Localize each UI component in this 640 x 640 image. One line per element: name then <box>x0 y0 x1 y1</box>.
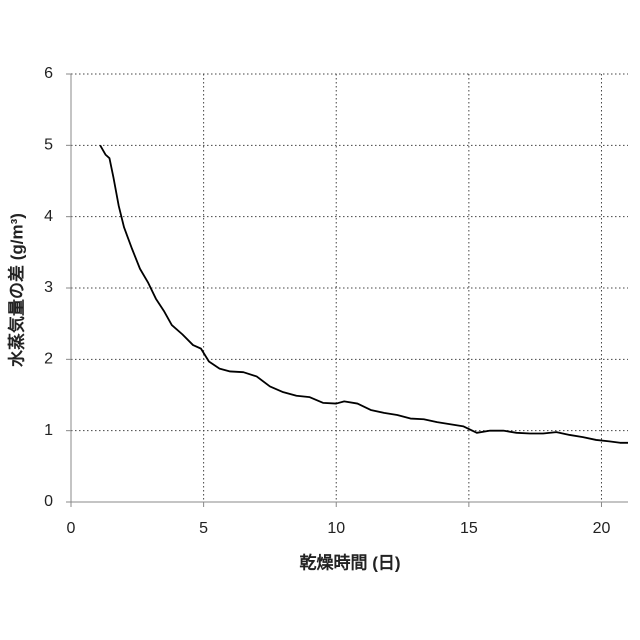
x-axis-label: 乾燥時間 (日) <box>299 552 400 572</box>
data-line <box>100 145 628 442</box>
y-tick-label: 2 <box>44 351 53 368</box>
y-axis-label: 水蒸気量の差 (g/m³) <box>6 213 26 367</box>
y-tick-label: 0 <box>44 493 53 510</box>
x-tick-label: 0 <box>67 520 76 537</box>
chart: 乾燥時間 (日) 水蒸気量の差 (g/m³) 0 1 2 3 4 5 6 0 5 10 15 20 <box>0 0 640 640</box>
y-tick-label: 3 <box>44 279 53 296</box>
x-tick-label: 20 <box>593 520 611 537</box>
x-tick-label: 10 <box>327 520 345 537</box>
x-tick-label: 5 <box>199 520 208 537</box>
x-tick-label: 15 <box>460 520 478 537</box>
y-tick-label: 5 <box>44 137 53 154</box>
y-tick-label: 1 <box>44 422 53 439</box>
y-tick-label: 6 <box>44 65 53 82</box>
page: 乾燥時間 (日) 水蒸気量の差 (g/m³) 012345605101520 (… <box>0 0 640 640</box>
y-tick-label: 4 <box>44 208 53 225</box>
